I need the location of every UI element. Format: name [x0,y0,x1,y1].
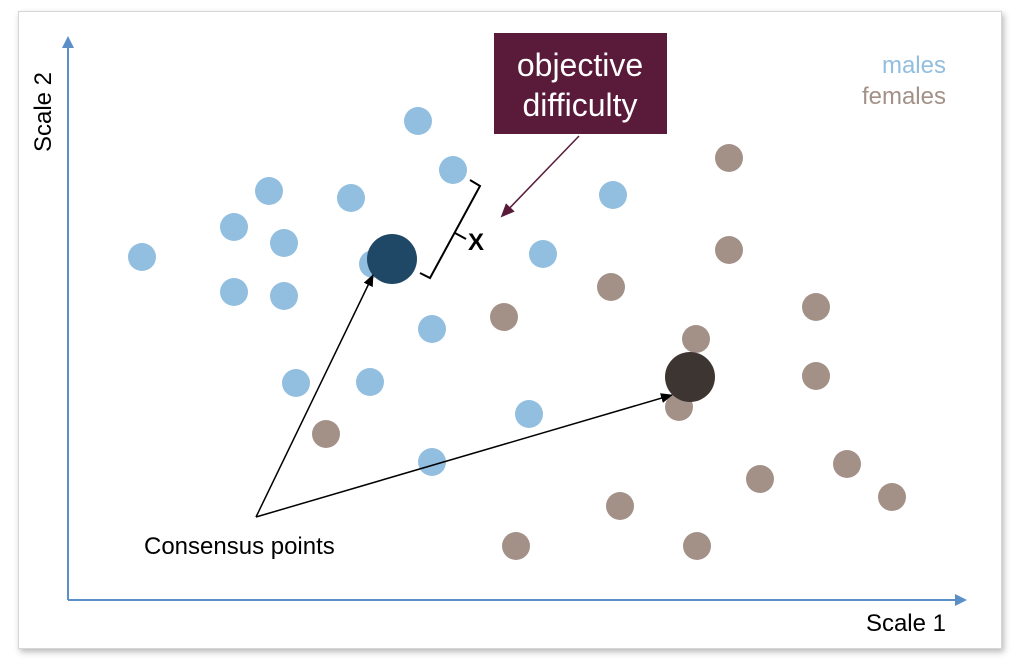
male-point [220,278,248,306]
objective-difficulty-box [494,33,667,134]
male-point [128,243,156,271]
distance-bracket-tick [454,232,467,240]
distance-label: X [468,229,484,256]
male-point [418,448,446,476]
female-point [606,492,634,520]
distance-bracket [419,179,482,280]
male-consensus-point [367,234,417,284]
legend-females: females [862,83,946,110]
female-point [746,465,774,493]
female-point [715,144,743,172]
male-point [439,156,467,184]
consensus-arrow-female [255,393,673,518]
female-point [802,362,830,390]
male-point [515,400,543,428]
female-point [715,236,743,264]
female-point [312,420,340,448]
male-point [282,369,310,397]
legend-males: males [882,52,946,79]
female-point [682,325,710,353]
female-point [597,273,625,301]
male-point [418,315,446,343]
female-point [502,532,530,560]
female-point [802,293,830,321]
male-point [270,229,298,257]
female-consensus-point [665,352,715,402]
male-point [220,213,248,241]
male-point [255,177,283,205]
consensus-label: Consensus points [144,533,335,560]
consensus-arrow-male [255,274,374,518]
male-point [529,240,557,268]
female-point [833,450,861,478]
female-point [878,483,906,511]
y-axis-label: Scale 2 [30,72,57,152]
female-point [683,532,711,560]
male-point [270,282,298,310]
female-points [312,144,906,560]
male-point [599,181,627,209]
male-points [128,107,627,476]
male-point [404,107,432,135]
male-point [356,368,384,396]
male-point [337,184,365,212]
female-point [490,303,518,331]
x-axis-label: Scale 1 [866,610,946,637]
objective-difficulty-line-1: objective [517,47,643,83]
objective-difficulty-arrow [500,135,580,218]
objective-difficulty-line-2: difficulty [522,87,637,123]
